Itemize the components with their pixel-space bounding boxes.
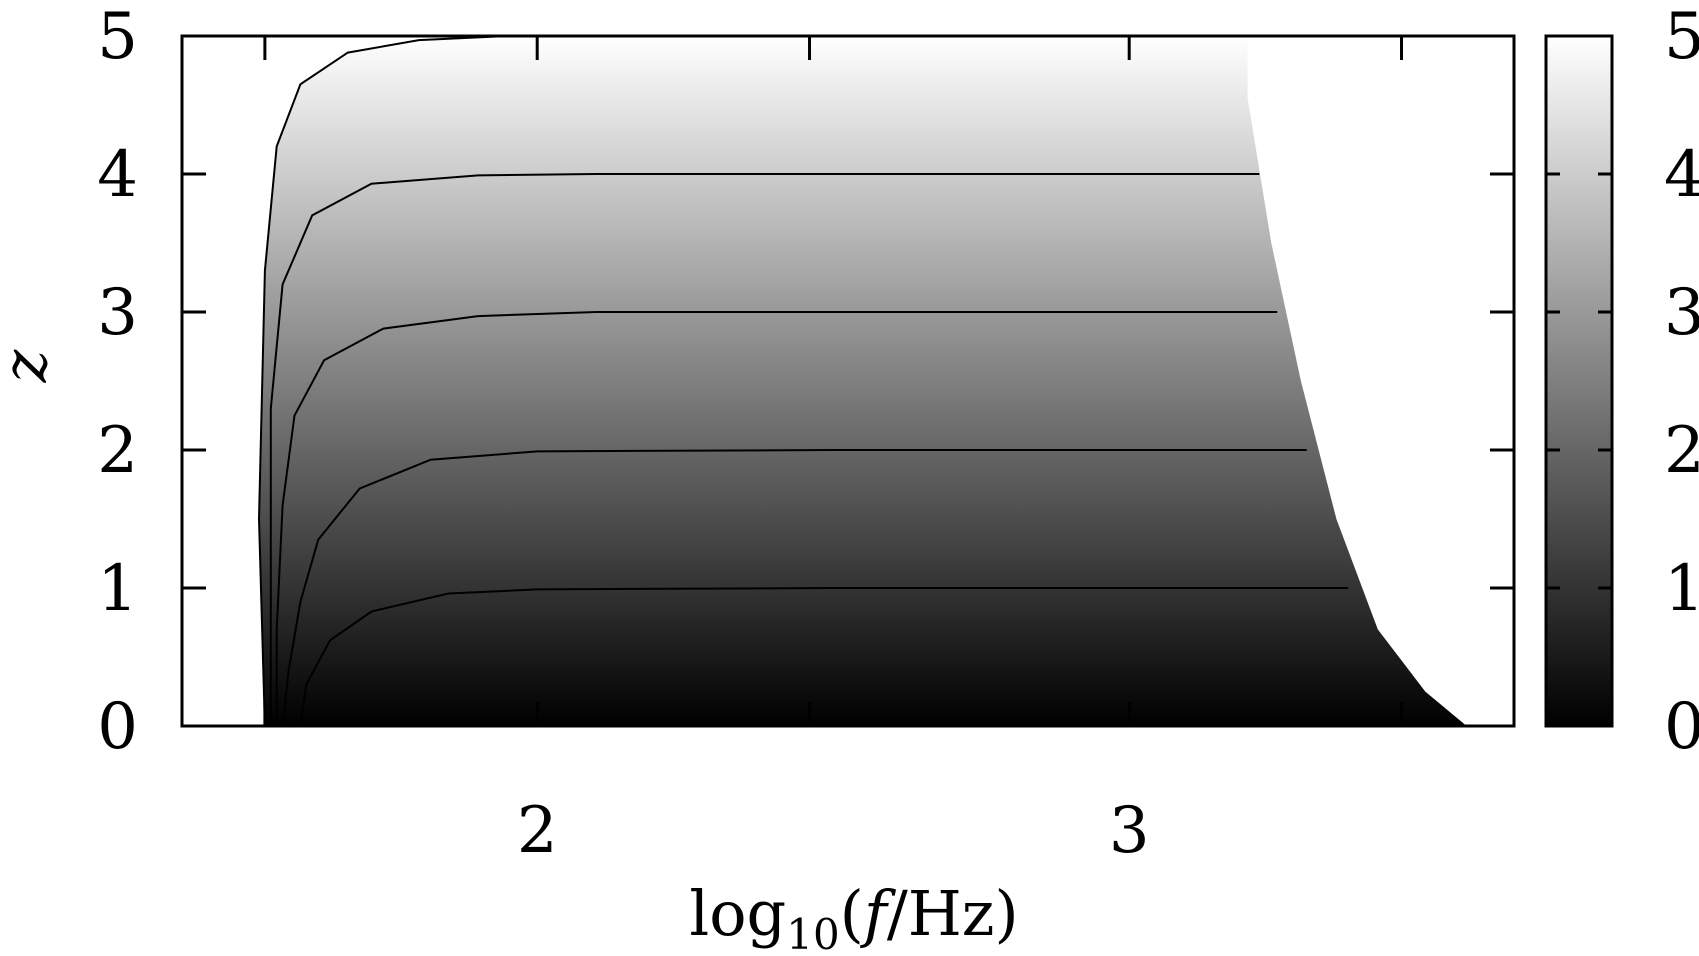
x-axis-label-base: 10	[786, 910, 839, 956]
x-axis-label-paren: (	[840, 877, 864, 950]
colorbar-tick-label: 0	[1664, 690, 1699, 764]
undefined-region-left	[182, 36, 508, 726]
undefined-region-right	[1247, 36, 1514, 726]
y-tick-label: 5	[97, 0, 138, 74]
contour-line-1	[299, 587, 1349, 726]
colorbar-tick-label: 1	[1664, 552, 1699, 626]
colorbar	[1546, 36, 1612, 726]
plot-frame	[180, 34, 1516, 728]
colorbar-tick-label: 5	[1664, 0, 1699, 74]
colorbar-tick-label: 2	[1664, 414, 1699, 488]
colorbar-ticks	[1546, 172, 1612, 590]
x-tick-label: 3	[1109, 794, 1150, 868]
y-axis-label: z	[0, 349, 61, 383]
colorbar-tick-label: 4	[1664, 138, 1699, 212]
plot-area	[182, 36, 1514, 726]
y-axis-tick-labels: 0 1 2 3 4 5	[97, 0, 138, 764]
y-tick-label: 0	[97, 690, 138, 764]
y-tick-label: 4	[97, 138, 138, 212]
y-tick-label: 1	[97, 552, 138, 626]
colorbar-tick-labels: 0 1 2 3 4 5	[1664, 0, 1699, 764]
y-axis-ticks	[182, 172, 1514, 590]
contour-line-2	[281, 449, 1307, 726]
x-axis-label: log10(f/Hz)	[689, 877, 1018, 956]
contour-line-4	[269, 173, 1260, 726]
contour-line-3	[275, 311, 1278, 726]
y-tick-label: 2	[97, 414, 138, 488]
colorbar-tick-label: 3	[1664, 276, 1699, 350]
x-tick-label: 2	[517, 794, 558, 868]
x-axis-ticks	[263, 36, 1404, 726]
colorbar-frame	[1544, 34, 1614, 728]
x-axis-label-unit: /Hz)	[887, 877, 1019, 950]
y-tick-label: 3	[97, 276, 138, 350]
x-axis-label-log: log	[689, 877, 786, 950]
